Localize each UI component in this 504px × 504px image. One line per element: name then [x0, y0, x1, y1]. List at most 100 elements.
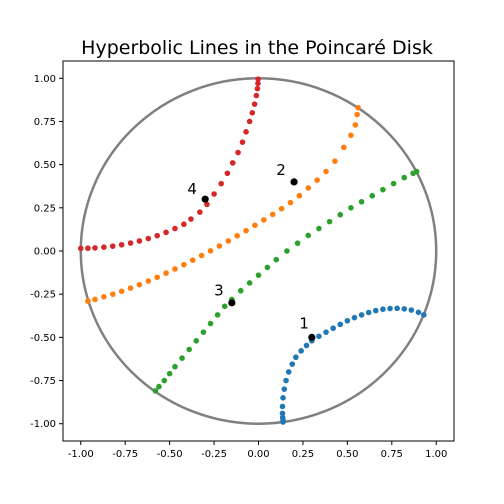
data-point: [254, 85, 261, 92]
data-point: [387, 305, 393, 312]
data-point: [390, 180, 397, 187]
data-point: [413, 168, 420, 175]
data-point: [216, 243, 223, 249]
data-point: [163, 270, 169, 276]
x-tick-label: -0.50: [157, 449, 183, 460]
data-point: [337, 211, 344, 218]
data-point: [181, 221, 187, 228]
data-point: [358, 312, 365, 318]
data-point: [280, 419, 286, 425]
data-point: [92, 245, 98, 251]
y-tick-label: 0.50: [34, 160, 56, 171]
data-point: [211, 191, 217, 197]
data-point: [118, 288, 125, 295]
data-point: [239, 139, 246, 145]
data-point: [218, 180, 224, 187]
marked-point: [201, 195, 209, 203]
data-point: [323, 329, 329, 335]
data-point: [101, 244, 107, 250]
data-point: [161, 377, 168, 384]
y-tick-label: 0.75: [34, 117, 56, 128]
data-point: [156, 383, 162, 390]
series-2: 2: [85, 104, 361, 304]
data-point: [316, 333, 322, 340]
data-point: [264, 264, 271, 271]
data-point: [255, 76, 261, 82]
x-tick-label: 1.00: [425, 449, 447, 460]
data-point: [351, 314, 358, 321]
data-point: [237, 287, 244, 294]
data-point: [127, 285, 134, 291]
data-point: [188, 216, 194, 222]
series-1: 1: [279, 305, 427, 425]
data-point: [246, 280, 253, 286]
data-point: [77, 245, 84, 252]
data-point: [181, 261, 187, 268]
data-point: [252, 222, 258, 229]
data-point: [341, 144, 347, 151]
data-point: [221, 303, 228, 310]
data-point: [186, 346, 192, 353]
data-point: [323, 168, 329, 175]
data-point: [273, 256, 280, 263]
data-point: [401, 306, 408, 312]
data-point: [243, 227, 249, 234]
data-point: [136, 238, 143, 244]
y-tick-label: -0.25: [30, 290, 56, 301]
data-point: [365, 309, 372, 316]
x-tick-label: 0.25: [292, 449, 314, 460]
data-point: [283, 377, 289, 384]
data-point: [305, 185, 312, 191]
series-label: 1: [299, 315, 309, 333]
data-point: [358, 198, 365, 205]
x-tick-label: 0.75: [381, 449, 403, 460]
data-point: [85, 298, 91, 304]
data-point: [279, 403, 286, 410]
data-point: [326, 218, 333, 225]
data-point: [332, 158, 338, 164]
data-point: [380, 306, 386, 313]
plot-area: 1 2 3 4: [77, 76, 438, 425]
data-point: [344, 317, 351, 324]
data-point: [352, 122, 359, 128]
data-point: [172, 363, 178, 370]
data-point: [415, 309, 422, 316]
data-point: [401, 174, 408, 181]
data-point: [249, 110, 256, 116]
y-tick-label: -0.50: [30, 333, 56, 344]
x-tick-label: -1.00: [68, 449, 94, 460]
data-point: [85, 245, 91, 252]
data-point: [152, 388, 159, 394]
data-point: [394, 305, 400, 312]
data-point: [145, 278, 152, 284]
data-point: [284, 248, 290, 254]
data-point: [255, 272, 262, 278]
data-point: [197, 209, 203, 215]
y-tick-label: 1.00: [34, 74, 56, 85]
data-point: [198, 252, 205, 259]
marked-point: [290, 178, 298, 186]
x-tick-label: 0.00: [247, 449, 269, 460]
data-point: [193, 338, 200, 344]
data-point: [289, 361, 296, 367]
chart-title: Hyperbolic Lines in the Poincaré Disk: [81, 37, 433, 59]
data-point: [225, 238, 232, 244]
x-tick-label: 0.50: [336, 449, 358, 460]
data-point: [243, 129, 249, 135]
data-point: [224, 170, 231, 177]
data-point: [166, 370, 173, 377]
data-point: [269, 211, 276, 218]
data-point: [278, 205, 285, 212]
data-point: [354, 111, 360, 118]
x-tick-label: -0.25: [201, 449, 227, 460]
data-point: [145, 235, 152, 242]
data-point: [279, 410, 286, 417]
data-point: [172, 225, 178, 232]
data-point: [287, 199, 294, 206]
data-point: [246, 118, 253, 125]
data-point: [154, 232, 160, 239]
data-point: [280, 395, 286, 401]
data-point: [200, 329, 207, 335]
data-point: [109, 291, 116, 297]
